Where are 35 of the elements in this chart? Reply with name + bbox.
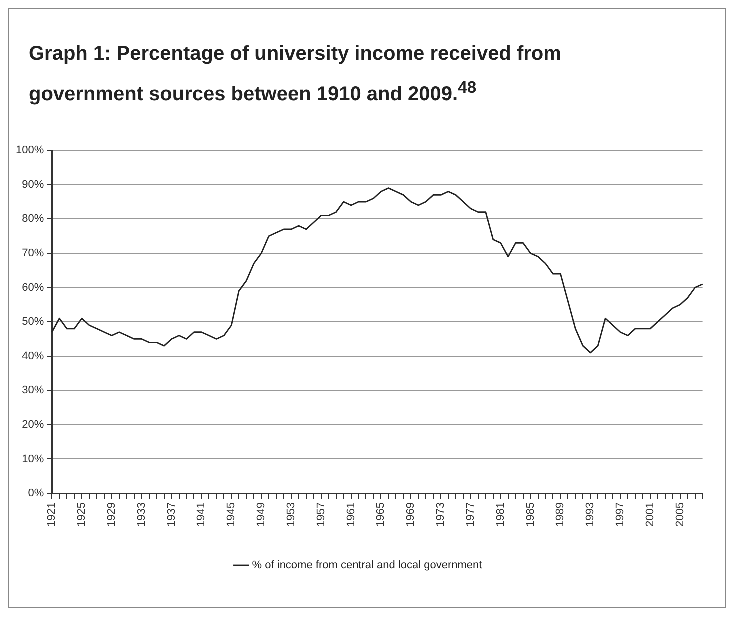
x-tick-label: 1957 [315,502,328,528]
y-tick-label: 0% [28,488,44,500]
x-tick-label: 1973 [435,502,448,528]
x-tick-label: 1937 [166,502,178,528]
legend-label: % of income from central and local government [252,560,482,572]
x-tick-label: 1981 [494,502,507,528]
y-tick-label: 90% [22,178,44,191]
x-tick-label: 1949 [256,502,268,528]
y-tick-label: 60% [22,282,44,294]
y-tick-label: 20% [22,418,44,431]
y-tick-label: 80% [22,213,44,226]
x-tick-label: 1977 [464,502,477,528]
x-tick-label: 2001 [644,502,656,528]
x-tick-label: 1941 [196,502,208,528]
x-tick-label: 1933 [136,502,148,528]
x-tick-label: 1929 [106,502,118,528]
x-tick-label: 1945 [226,502,238,528]
y-tick-label: 100% [16,144,44,157]
x-tick-label: 1921 [46,502,58,528]
x-tick-label: 1953 [285,502,298,528]
y-tick-label: 10% [22,453,44,466]
x-tick-label: 1925 [76,502,88,528]
x-tick-label: 2005 [674,502,686,528]
x-tick-label: 1969 [405,502,418,528]
x-tick-label: 1961 [345,502,358,528]
x-tick-label: 1993 [584,502,597,528]
chart-title: Graph 1: Percentage of university income received from government sources between 1910 and 2009.$^{48}$ [29,42,562,108]
x-tick-label: 1989 [554,502,567,528]
x-tick-label: 1965 [375,502,388,528]
y-tick-label: 30% [22,384,44,397]
x-tick-label: 1985 [524,502,537,528]
y-tick-label: 40% [22,350,44,362]
y-tick-label: 50% [22,316,44,328]
x-tick-label: 1997 [614,502,627,528]
y-tick-label: 70% [22,248,44,260]
